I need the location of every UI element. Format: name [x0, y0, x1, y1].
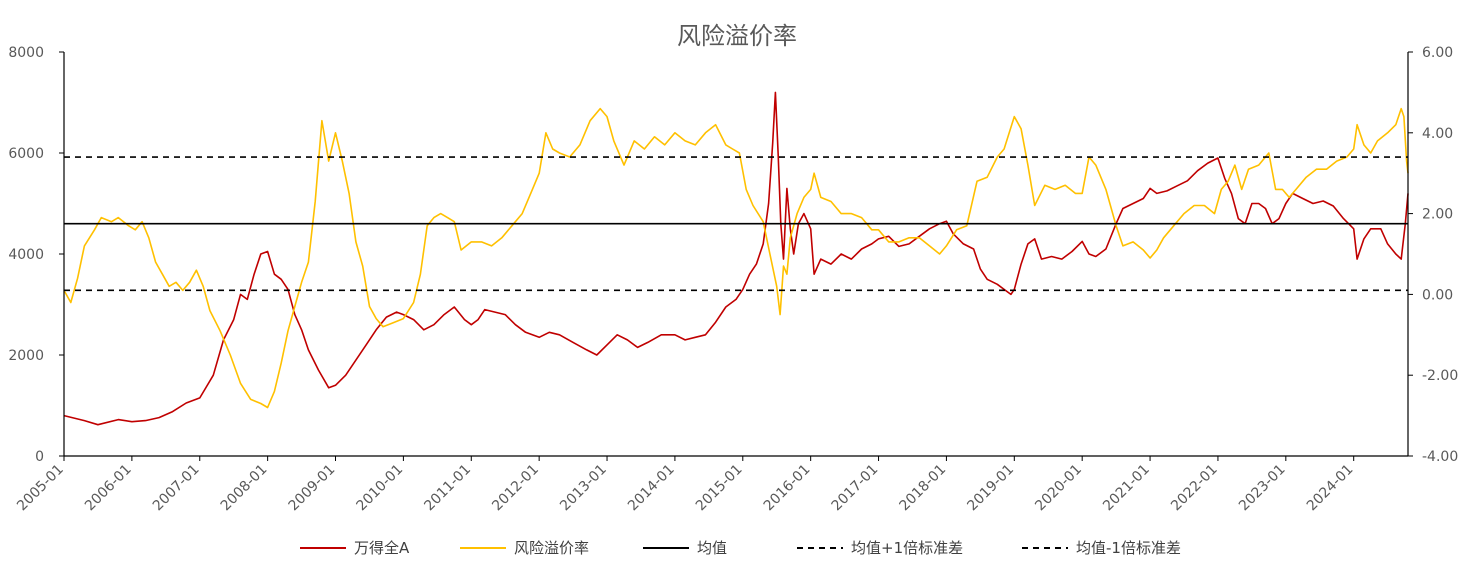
x-tick-label: 2013-01: [557, 462, 610, 515]
series-line-premium: [63, 107, 1409, 409]
x-tick-label: 2018-01: [897, 462, 950, 515]
legend-item[interactable]: 万得全A: [300, 539, 410, 557]
legend-label: 风险溢价率: [514, 539, 589, 557]
legend-item[interactable]: 均值-1倍标准差: [1022, 539, 1181, 557]
x-tick-label: 2008-01: [218, 462, 271, 515]
y-right-tick-label: 2.00: [1422, 207, 1453, 223]
legend-label: 均值: [697, 539, 727, 557]
x-tick-label: 2022-01: [1168, 462, 1221, 515]
x-tick-label: 2009-01: [286, 462, 339, 515]
x-tick-label: 2007-01: [150, 462, 203, 515]
x-tick-label: 2021-01: [1100, 462, 1153, 515]
y-right-tick-label: -2.00: [1422, 368, 1458, 384]
y-left-tick-label: 6000: [8, 146, 44, 162]
x-tick-label: 2012-01: [489, 462, 542, 515]
legend-item[interactable]: 均值+1倍标准差: [797, 539, 963, 557]
x-tick-label: 2005-01: [14, 462, 67, 515]
x-tick-label: 2017-01: [829, 462, 882, 515]
chart-title: 风险溢价率: [677, 22, 797, 50]
x-tick-label: 2020-01: [1032, 462, 1085, 515]
x-tick-label: 2006-01: [82, 462, 135, 515]
series-line-index: [63, 91, 1409, 426]
legend-label: 均值-1倍标准差: [1076, 539, 1181, 557]
legend-item[interactable]: 均值: [643, 539, 727, 557]
x-tick-label: 2015-01: [693, 462, 746, 515]
y-right-tick-label: 0.00: [1422, 287, 1453, 303]
x-tick-label: 2023-01: [1236, 462, 1289, 515]
y-right-tick-label: 4.00: [1422, 126, 1453, 142]
legend-label: 均值+1倍标准差: [851, 539, 963, 557]
y-left-tick-label: 2000: [8, 348, 44, 364]
x-tick-label: 2011-01: [421, 462, 474, 515]
y-left-tick-label: 0: [35, 449, 44, 465]
x-tick-label: 2010-01: [354, 462, 407, 515]
y-right-tick-label: -4.00: [1422, 449, 1458, 465]
y-left-tick-label: 8000: [8, 45, 44, 61]
x-tick-label: 2019-01: [964, 462, 1017, 515]
legend-item[interactable]: 风险溢价率: [460, 539, 589, 557]
y-right-tick-label: 6.00: [1422, 45, 1453, 61]
x-tick-label: 2016-01: [761, 462, 814, 515]
legend-label: 万得全A: [354, 539, 410, 557]
y-left-tick-label: 4000: [8, 247, 44, 263]
x-tick-label: 2014-01: [625, 462, 678, 515]
x-tick-label: 2024-01: [1304, 462, 1357, 515]
